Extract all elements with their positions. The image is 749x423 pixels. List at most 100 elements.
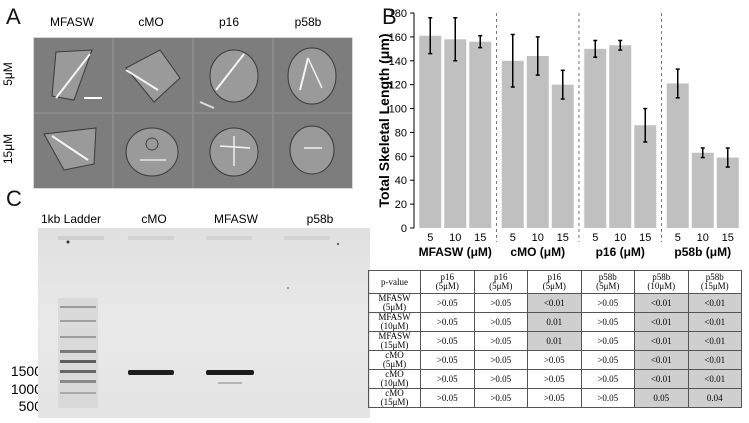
bar [551, 84, 574, 229]
table-col-header: p16 (5μM) [473, 270, 528, 294]
embryo-image-p58b-5 [274, 38, 352, 112]
embryo-image-mfasw-15 [34, 114, 112, 188]
gel-size-marker: 1000 [10, 381, 42, 397]
table-cell: >0.05 [420, 331, 475, 351]
group-label: MFASW (μM) [419, 245, 492, 259]
bar [691, 152, 714, 228]
bar [501, 60, 524, 229]
skeletal-length-chart: 0 20 40 60 80 100 120 140 160 180 Total Skeletal L… [378, 8, 739, 259]
table-cell: <0.01 [634, 369, 689, 389]
table-col-header: p58b (15μM) [687, 270, 742, 294]
table-cell: >0.05 [420, 312, 475, 332]
bar [526, 56, 549, 228]
embryo-image-p58b-15 [274, 114, 352, 188]
bar [609, 45, 632, 228]
gel-lane-label: MFASW [214, 212, 258, 226]
table-row: MFASW (15μM) >0.05 >0.05 0.01 >0.05 <0.01 <0.01 [368, 331, 742, 351]
table-cell: >0.05 [580, 331, 635, 351]
x-tick-label: 10 [614, 232, 626, 244]
table-cell: <0.01 [687, 331, 742, 351]
y-tick-label: 40 [395, 175, 407, 187]
x-tick-label: 10 [697, 232, 709, 244]
table-cell: >0.05 [473, 350, 528, 370]
y-tick-label: 120 [389, 80, 407, 92]
gel-size-marker: 1500 [10, 363, 42, 379]
table-col-header: p58b (5μM) [580, 270, 635, 294]
embryo-image-p16-15 [194, 114, 272, 188]
table-row-label: MFASW (5μM) [368, 293, 421, 313]
table-cell: <0.01 [527, 293, 582, 313]
x-tick-label: 5 [510, 232, 516, 244]
y-tick-label: 180 [389, 8, 407, 20]
bar [419, 35, 442, 228]
table-row: cMO (5μM) >0.05 >0.05 >0.05 >0.05 <0.01 <0.01 [368, 350, 742, 370]
x-tick-label: 15 [474, 232, 486, 244]
table-col-header: p16 (5μM) [527, 270, 582, 294]
table-col-header: p16 (5μM) [420, 270, 475, 294]
table-row: MFASW (10μM) >0.05 >0.05 0.01 >0.05 <0.01 <0.01 [368, 312, 742, 332]
table-row: cMO (10μM) >0.05 >0.05 >0.05 >0.05 <0.01 <0.01 [368, 369, 742, 389]
table-cell: >0.05 [580, 312, 635, 332]
embryo-image-p16-5 [194, 38, 272, 112]
x-tick-label: 15 [722, 232, 734, 244]
table-row: MFASW (5μM) >0.05 >0.05 <0.01 >0.05 <0.01 <0.01 [368, 293, 742, 313]
table-cell: >0.05 [473, 388, 528, 408]
table-cell: <0.01 [687, 293, 742, 313]
table-cell: 0.01 [527, 331, 582, 351]
bar [666, 83, 689, 228]
y-tick-label: 140 [389, 56, 407, 68]
embryo-image-mfasw-5 [34, 38, 112, 112]
table-cell: >0.05 [580, 293, 635, 313]
table-cell: <0.01 [687, 350, 742, 370]
panel-letter-a: A [6, 4, 21, 29]
bar [444, 39, 467, 229]
y-tick-label: 0 [401, 223, 407, 235]
bar [584, 48, 607, 229]
table-corner: p-value [368, 270, 421, 294]
y-tick-label: 20 [395, 199, 407, 211]
gel-lane-label: cMO [141, 212, 167, 226]
table-row: cMO (15μM) >0.05 >0.05 >0.05 >0.05 0.05 0.04 [368, 388, 742, 408]
panel-a-col-header: p58b [294, 15, 322, 29]
table-cell: 0.04 [687, 388, 742, 408]
table-row-label: MFASW (15μM) [368, 331, 421, 351]
table-cell: >0.05 [580, 350, 635, 370]
gel-lane-label: p58b [306, 212, 334, 226]
table-row-label: MFASW (10μM) [368, 312, 421, 332]
group-label: p58b (μM) [674, 245, 731, 259]
p-value-table: p-value p16 (5μM) p16 (5μM) p16 (5μM) p58b(… [368, 270, 742, 408]
x-tick-label: 10 [532, 232, 544, 244]
table-cell: >0.05 [473, 312, 528, 332]
y-tick-label: 160 [389, 32, 407, 44]
table-cell: >0.05 [420, 350, 475, 370]
x-tick-label: 15 [557, 232, 569, 244]
table-cell: >0.05 [580, 369, 635, 389]
panel-a-row-header: 15μM [1, 133, 15, 165]
table-cell: <0.01 [687, 369, 742, 389]
table-cell: <0.01 [634, 312, 689, 332]
panel-a-col-header: cMO [138, 15, 164, 29]
table-cell: >0.05 [580, 388, 635, 408]
table-cell: >0.05 [473, 331, 528, 351]
table-col-header: p58b (10μM) [634, 270, 689, 294]
x-tick-label: 15 [639, 232, 651, 244]
y-axis-label: Total Skeletal Length (μm) [378, 34, 392, 208]
table-row-label: cMO (15μM) [368, 388, 421, 408]
panel-a-row-header: 5μM [1, 62, 15, 86]
panel-a-col-header: MFASW [50, 15, 94, 29]
panel-letter-b: B [382, 4, 397, 29]
y-tick-label: 80 [395, 127, 407, 139]
x-tick-label: 5 [592, 232, 598, 244]
table-row-label: cMO (10μM) [368, 369, 421, 389]
bar [634, 125, 657, 228]
embryo-image-grid [33, 37, 353, 189]
bar [716, 157, 739, 228]
embryo-image-cmo-5 [114, 38, 192, 112]
table-cell: >0.05 [527, 350, 582, 370]
table-cell: 0.05 [634, 388, 689, 408]
table-cell: <0.01 [634, 293, 689, 313]
x-tick-label: 10 [449, 232, 461, 244]
table-cell: >0.05 [527, 388, 582, 408]
panel-a-col-header: p16 [218, 15, 240, 29]
agarose-gel-image [38, 228, 370, 418]
